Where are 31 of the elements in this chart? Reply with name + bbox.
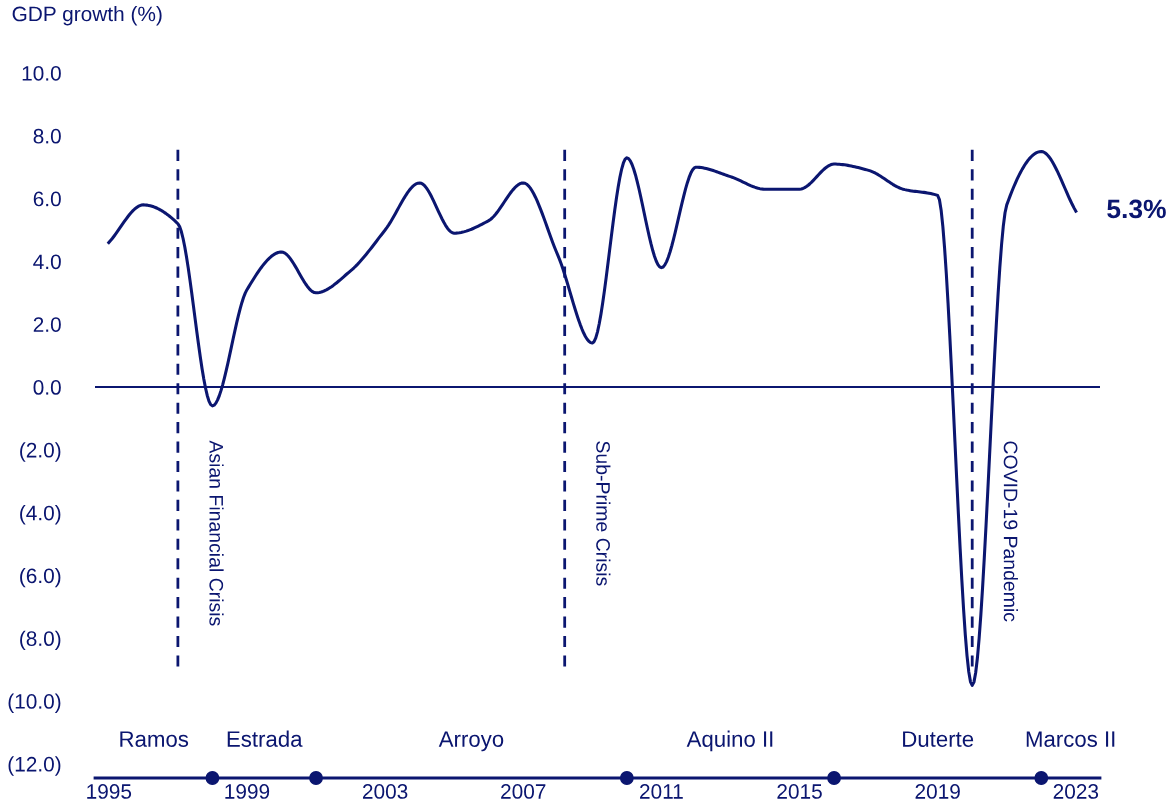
annotation: Ramos xyxy=(120,731,189,747)
y-axis-title: GDP growth (%) xyxy=(12,6,162,26)
ref-line-label: COVID-19 Pandemic xyxy=(1003,441,1018,622)
annotation: Duterte xyxy=(903,731,974,747)
x-tick-label: 2007 xyxy=(501,784,546,799)
ref-line-label: Sub-Prime Crisis xyxy=(596,441,611,586)
y-tick-label: (8.0) xyxy=(20,630,61,651)
x-tick-label: 2019 xyxy=(915,784,960,799)
annotation: Aquino II xyxy=(686,730,773,752)
annotation: Arroyo xyxy=(438,731,504,752)
y-tick-label: 10.0 xyxy=(22,66,61,81)
y-tick-label: 0.0 xyxy=(33,380,61,395)
y-tick-label: (2.0) xyxy=(20,442,61,462)
x-tick-label: 2003 xyxy=(362,784,408,799)
y-tick-label: 8.0 xyxy=(33,128,61,144)
x-tick-label: 1999 xyxy=(225,784,270,799)
y-tick-label: (12.0) xyxy=(8,756,61,776)
y-tick-label: (10.0) xyxy=(8,693,61,713)
annotation: Marcos II xyxy=(1026,731,1115,747)
ref-line-label: Asian Financial Crisis xyxy=(209,440,224,626)
y-tick-label: 2.0 xyxy=(33,317,61,332)
x-tick-label: 2015 xyxy=(777,784,822,799)
y-tick-label: (6.0) xyxy=(20,567,61,588)
annotation: Estrada xyxy=(227,730,303,747)
y-tick-label: (4.0) xyxy=(20,505,61,525)
text: 5.3% xyxy=(1107,199,1166,219)
x-tick-label: 2023 xyxy=(1053,784,1099,799)
x-tick-label: 1995 xyxy=(87,784,132,799)
y-tick-label: 6.0 xyxy=(33,191,61,207)
x-tick-label: 2011 xyxy=(640,784,683,799)
y-tick-label: 4.0 xyxy=(33,254,61,270)
